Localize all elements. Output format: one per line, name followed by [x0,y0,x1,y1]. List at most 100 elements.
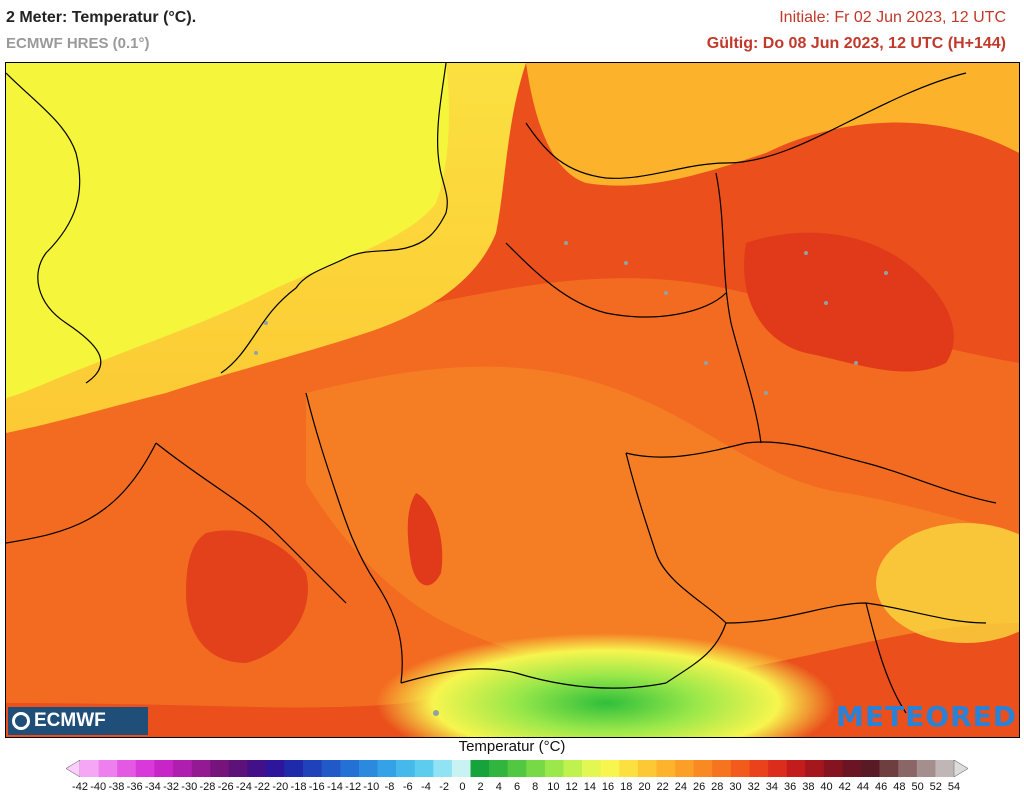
scale-swatch [172,760,192,777]
legend-tick-label: -12 [345,781,362,793]
legend-tick-label: 6 [513,781,521,793]
lakes [254,241,888,716]
scale-swatch [805,760,825,777]
scale-swatch [675,760,694,777]
rhine-hot-core [407,493,443,586]
model-label: ECMWF HRES (0.1°) [6,35,150,52]
legend-tick-label: 36 [784,781,797,793]
scale-swatch [358,760,378,777]
scale-swatch [526,760,546,777]
boundaries [6,63,997,714]
legend-tick-label: 20 [638,781,651,793]
scale-swatch [619,760,639,777]
scale-swatch [916,760,936,777]
legend-tick-label: -22 [254,781,271,793]
legend-title: Temperatur (°C) [458,738,566,755]
scale-swatch [563,760,583,777]
scale-swatch [489,760,509,777]
legend-tick-label: -36 [126,781,143,793]
legend-tick-label: 12 [565,781,578,793]
legend-tick-label: -38 [108,781,125,793]
scale-swatch [135,760,155,777]
ecmwf-symbol-icon [12,712,30,730]
legend-tick-label: -30 [181,781,198,793]
legend-tick-label: 44 [856,781,870,793]
legend-tick-label: 38 [802,781,815,793]
legend-tick-label: 14 [583,781,596,793]
legend-tick-label: 2 [477,781,484,793]
legend-tick-label: -20 [272,781,289,793]
legend-tick-label: -8 [384,781,395,793]
legend-tick-label: 16 [601,781,615,793]
legend-tick-label: 52 [929,781,942,793]
legend-tick-label: 0 [459,781,466,793]
scale-swatch [879,760,899,777]
temperature-map[interactable]: ECMWF METEORED [5,62,1020,738]
map-title: 2 Meter: Temperatur (°C). [6,9,197,26]
legend-tick-label: 40 [820,781,833,793]
legend-tick-label: 42 [838,781,851,793]
scale-arrow-low [66,760,81,777]
scale-swatch [303,760,323,777]
scale-swatch [210,760,230,777]
scale-swatch [396,760,416,777]
legend-tick-label: -16 [308,781,325,793]
scale-swatch [600,760,620,777]
scale-swatch [786,760,806,777]
scale-swatch [898,760,918,777]
scale-swatch [582,760,601,777]
scale-swatch [284,760,304,777]
legend-tick-label: -10 [363,781,380,793]
legend-tick-label: 4 [495,781,502,793]
scale-swatch [247,760,267,777]
legend-tick-label: -18 [290,781,307,793]
legend-tick-label: -24 [235,781,252,793]
scale-swatch [321,760,341,777]
scale-swatch [693,760,713,777]
carpathian-cool [876,523,1019,643]
scale-swatch [414,760,434,777]
scale-swatch [637,760,657,777]
ecmwf-logo: ECMWF [8,707,148,735]
scale-swatch [861,760,880,777]
scale-swatch [265,760,285,777]
scale-swatch [377,760,397,777]
legend-tick-label: 50 [911,781,924,793]
scale-swatch [340,760,360,777]
scale-swatch [117,760,137,777]
legend-tick-label: 46 [875,781,888,793]
legend-tick-label: 54 [947,781,961,793]
scale-swatch [730,760,750,777]
legend-tick-label: -40 [90,781,107,793]
east-hot-core [744,232,954,372]
scale-swatch [98,760,118,777]
scale-swatch [451,760,471,777]
france-hot-core [186,530,308,663]
scale-swatch [191,760,211,777]
scale-swatch [470,760,490,777]
legend-tick-label: 34 [765,781,779,793]
legend-tick-label: -14 [326,781,343,793]
scale-swatch [823,760,843,777]
alps-cool [376,633,836,737]
legend-tick-label: -28 [199,781,216,793]
scale-swatch [935,760,955,777]
legend-tick-label: -42 [72,781,88,793]
map-canvas [6,63,1019,737]
legend-tick-label: -4 [421,781,431,793]
legend-tick-label: 26 [692,781,706,793]
legend-tick-label: -34 [144,781,161,793]
legend-tick-label: 32 [747,781,760,793]
baltic-area [526,63,1019,186]
scale-swatch [154,760,174,777]
legend-tick-label: -26 [217,781,234,793]
scale-swatch [749,760,769,777]
valid-time: Gültig: Do 08 Jun 2023, 12 UTC (H+144) [706,35,1006,52]
init-time: Initiale: Fr 02 Jun 2023, 12 UTC [779,9,1006,26]
scale-swatch [712,760,732,777]
color-scale-bar [66,760,968,777]
legend-tick-label: -6 [402,781,413,793]
legend-tick-label: 8 [532,781,539,793]
scale-arrow-high [953,760,968,777]
legend-tick-label: -2 [439,781,450,793]
